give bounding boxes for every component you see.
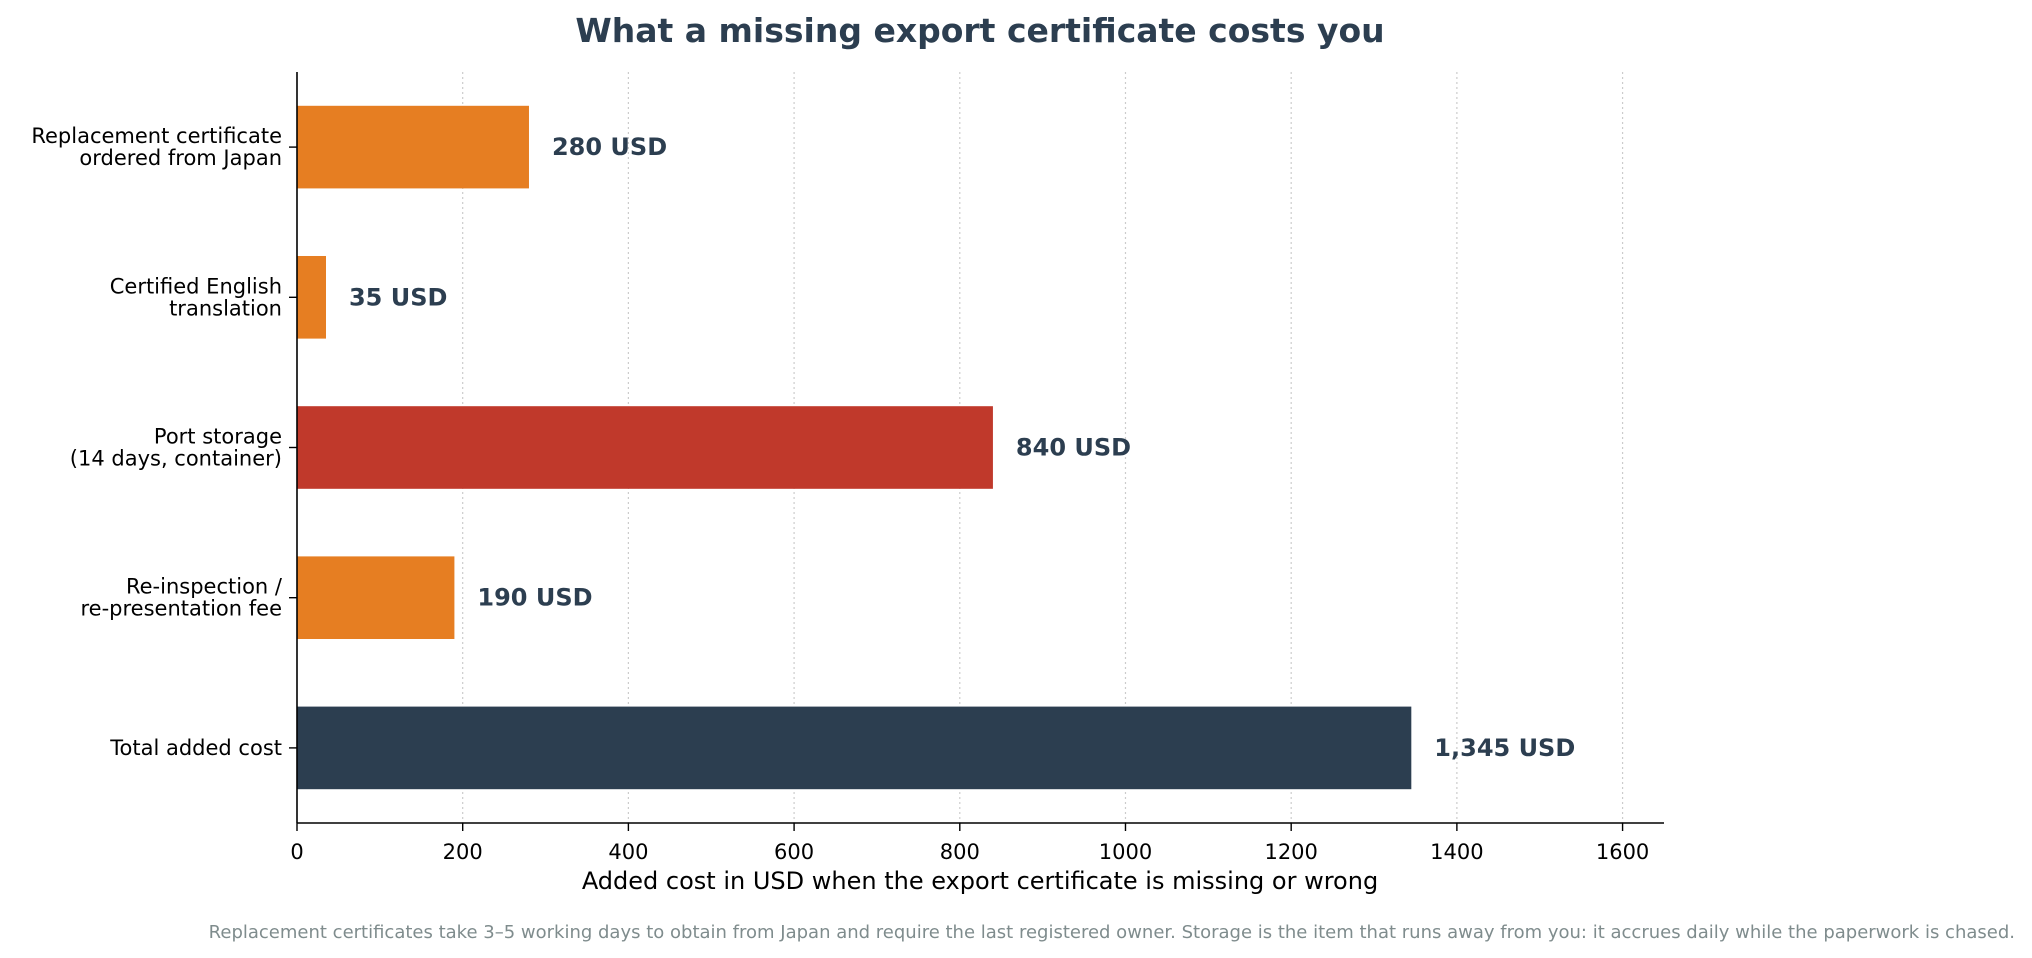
x-tick-label: 0: [290, 840, 303, 864]
category-label: Replacement certificate ordered from Japa…: [31, 124, 282, 170]
bars: [297, 105, 1412, 790]
bar: [297, 706, 1412, 790]
x-tick-label: 1400: [1430, 840, 1483, 864]
x-tick-label: 800: [940, 840, 980, 864]
category-label: Total added cost: [109, 736, 282, 760]
x-axis-label: Added cost in USD when the export certif…: [582, 867, 1378, 895]
category-label: Port storage (14 days, container): [70, 425, 282, 471]
bar: [297, 556, 455, 640]
x-tick-label: 600: [774, 840, 814, 864]
value-label: 840 USD: [1016, 434, 1131, 462]
x-tick-label: 1200: [1264, 840, 1317, 864]
value-label: 190 USD: [477, 584, 592, 612]
value-label: 35 USD: [349, 283, 447, 311]
x-tick-label: 1000: [1099, 840, 1152, 864]
x-tick-label: 1600: [1596, 840, 1649, 864]
value-label: 280 USD: [552, 133, 667, 161]
category-label: Certified English translation: [110, 274, 282, 320]
bar: [297, 406, 993, 489]
chart-title: What a missing export certificate costs …: [575, 11, 1384, 50]
value-label: 1,345 USD: [1434, 734, 1575, 762]
bar: [297, 105, 529, 189]
value-labels: 280 USD 35 USD 840 USD 190 USD 1,345 USD: [349, 133, 1575, 762]
bar: [297, 255, 326, 339]
category-labels: Replacement certificate ordered from Japa…: [31, 124, 283, 760]
footnote: Replacement certificates take 3–5 workin…: [209, 922, 2015, 943]
category-label: Re-inspection / re-presentation fee: [81, 575, 283, 621]
x-tick-label: 400: [608, 840, 648, 864]
x-ticks: 0 200 400 600 800 1000 1200 1400 1600: [289, 146, 1649, 864]
x-tick-label: 200: [443, 840, 483, 864]
